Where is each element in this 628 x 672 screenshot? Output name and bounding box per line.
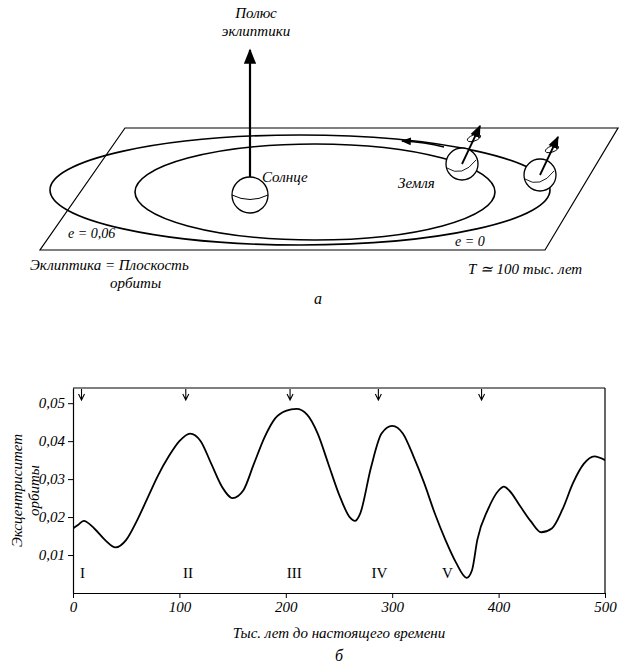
epoch-arrow — [183, 389, 189, 400]
epoch-arrow — [79, 389, 85, 400]
sun-label: Солнце — [262, 169, 308, 185]
orbit-direction — [402, 141, 444, 147]
sun-equator — [232, 195, 268, 200]
y-tick-mark — [68, 517, 73, 518]
pole-label: Полюсэклиптики — [222, 5, 290, 39]
earth-axis — [462, 126, 480, 164]
earth-spin — [544, 144, 559, 154]
y-tick-mark — [68, 441, 73, 442]
plot-frame — [73, 387, 605, 388]
epoch-label: I — [80, 565, 85, 581]
y-tick-label: 0,05 — [39, 395, 66, 411]
y-tick: 0,01 — [39, 547, 73, 563]
earth — [446, 126, 482, 180]
earth — [524, 137, 560, 191]
x-tick: 300 — [380, 593, 404, 615]
epoch-arrow — [479, 389, 485, 400]
earth-equator — [447, 160, 476, 172]
plot-area — [73, 389, 605, 578]
x-tick-label: 400 — [488, 599, 511, 615]
plane-label: Эклиптика = Плоскостьорбиты — [30, 257, 189, 291]
earth-spin — [466, 133, 481, 143]
y-tick: 0,05 — [39, 395, 73, 411]
panel-label: б — [335, 647, 344, 664]
y-tick-label: 0,03 — [39, 471, 65, 487]
x-tick-label: 100 — [169, 599, 192, 615]
x-tick-mark — [392, 593, 393, 598]
x-tick: 500 — [594, 593, 617, 615]
y-tick-label: 0,01 — [39, 547, 65, 563]
y-axis-title: Эксцентриситеторбиты — [9, 434, 42, 547]
x-tick: 0 — [70, 593, 78, 615]
ecliptic-plane — [40, 128, 618, 250]
period-label: T ≃ 100 тыс. лет — [468, 261, 582, 277]
x-tick-label: 500 — [594, 599, 617, 615]
x-axis: 0 100 200 300 400 500 — [70, 593, 618, 615]
x-axis-line — [74, 593, 606, 594]
epoch-label: II — [183, 565, 193, 581]
epoch-label: V — [442, 565, 453, 581]
plot-frame — [604, 388, 605, 593]
panel-label: а — [314, 290, 322, 307]
x-tick-mark — [73, 593, 74, 598]
chart-panel: 01002003004005000,010,020,030,040,05IIII… — [9, 388, 617, 664]
x-tick-mark — [605, 593, 606, 598]
epoch-arrow — [375, 389, 381, 400]
earth-equator — [525, 171, 554, 183]
earth-axis — [540, 137, 558, 175]
eccentricity-line — [73, 409, 605, 578]
y-tick-mark — [68, 555, 73, 556]
y-axis: 0,01 0,02 0,03 0,04 0,05 — [39, 389, 74, 594]
epoch-arrow — [287, 389, 293, 400]
y-tick-mark — [68, 479, 73, 480]
x-tick-label: 0 — [70, 599, 78, 615]
x-tick-mark — [179, 593, 180, 598]
x-tick-mark — [499, 593, 500, 598]
epoch-label: IV — [372, 565, 388, 581]
orbit-eccentric — [50, 135, 550, 245]
x-tick-mark — [286, 593, 287, 598]
x-tick-label: 200 — [275, 599, 298, 615]
y-tick: 0,04 — [39, 433, 73, 449]
y-tick-label: 0,04 — [39, 433, 66, 449]
pole-arrow — [249, 50, 251, 177]
epoch-label: III — [287, 565, 302, 581]
x-tick: 100 — [169, 593, 192, 615]
orbit-label: e = 0 — [455, 234, 485, 249]
x-tick-label: 300 — [380, 599, 404, 615]
earth-label: Земля — [398, 175, 435, 191]
y-axis-line — [73, 389, 74, 594]
x-axis-title: Тыс. лет до настоящего времени — [233, 625, 446, 641]
orbit-label: e = 0,06 — [68, 226, 115, 241]
y-tick-mark — [68, 403, 73, 404]
y-tick: 0,02 — [39, 509, 73, 525]
y-tick: 0,03 — [39, 471, 73, 487]
diagram-panel: Полюсэклиптики Солнце Земля e = 0,06 e = 0 Эк… — [30, 5, 618, 307]
orbit-circular — [135, 144, 495, 240]
figure: Полюсэклиптики Солнце Земля e = 0,06 e = 0 Эк… — [0, 0, 628, 672]
x-tick: 400 — [488, 593, 511, 615]
x-tick: 200 — [275, 593, 298, 615]
y-tick-label: 0,02 — [39, 509, 66, 525]
